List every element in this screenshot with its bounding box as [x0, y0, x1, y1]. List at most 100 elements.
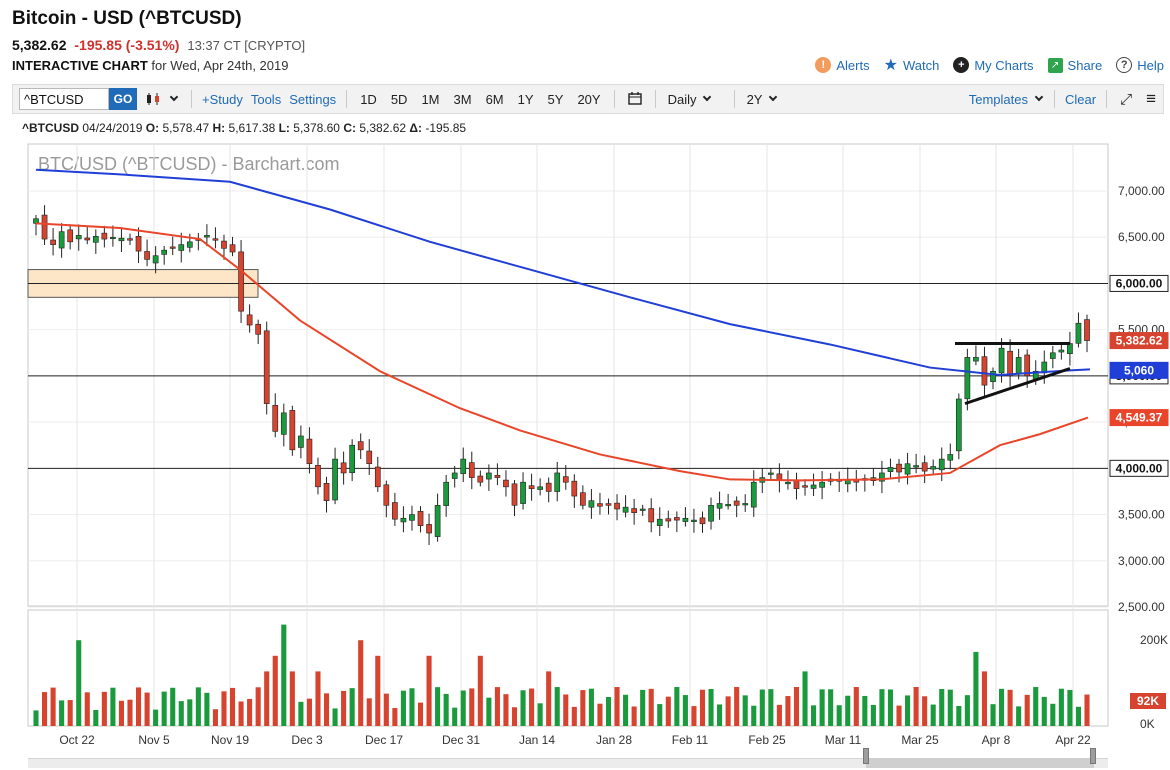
range-3m[interactable]: 3M	[453, 91, 472, 107]
price-pane	[27, 143, 1109, 607]
candle-body	[383, 484, 390, 506]
candle-body	[340, 462, 347, 474]
chart-scrollbar-track[interactable]	[28, 758, 1108, 768]
volume-bar	[853, 687, 859, 726]
candle-body	[896, 463, 902, 473]
volume-bar	[657, 704, 663, 726]
ma-long-badge-bg	[1109, 361, 1169, 379]
candle-body	[716, 503, 723, 509]
price-chart[interactable]: BTC/USD (^BTCUSD) - Barchart.com 7,000.00…	[0, 138, 1170, 758]
volume-bar	[999, 688, 1005, 726]
clear-button[interactable]: Clear	[1064, 91, 1097, 107]
range-1d[interactable]: 1D	[360, 91, 377, 107]
volume-bar	[469, 688, 475, 726]
my-charts-link[interactable]: + My Charts	[953, 57, 1034, 73]
volume-bar	[811, 705, 817, 726]
candle-body	[1075, 322, 1082, 344]
period-dropdown[interactable]: 2Y	[741, 92, 783, 107]
scroll-handle-right[interactable]	[1090, 748, 1096, 764]
range-1m[interactable]: 1M	[421, 91, 440, 107]
calendar-icon[interactable]	[621, 91, 649, 108]
candle-body	[580, 492, 586, 506]
quote-line: 5,382.62 -195.85 (-3.51%) 13:37 CT [CRYP…	[12, 37, 305, 53]
candle-body	[955, 398, 962, 452]
candle-body	[298, 435, 304, 448]
volume-bar	[289, 671, 295, 726]
chart-watermark: BTC/USD (^BTCUSD) - Barchart.com	[38, 154, 339, 174]
share-link[interactable]: ↗ Share	[1047, 57, 1102, 73]
menu-icon[interactable]: ≡	[1146, 89, 1156, 108]
help-label: Help	[1137, 57, 1164, 73]
watch-link[interactable]: ★ Watch	[884, 55, 940, 75]
alerts-link[interactable]: ! Alerts	[815, 57, 870, 73]
candle-body	[349, 444, 355, 474]
candle-body	[460, 458, 467, 474]
volume-bar	[195, 687, 201, 726]
range-6m[interactable]: 6M	[485, 91, 504, 107]
volume-bar	[930, 704, 936, 726]
range-5d[interactable]: 5D	[390, 91, 408, 107]
candle-body	[229, 244, 236, 253]
settings-button[interactable]: Settings	[289, 91, 337, 107]
candle-body	[998, 347, 1005, 374]
expand-icon[interactable]: ⤢	[1120, 90, 1133, 108]
x-tick-label: Nov 5	[138, 733, 170, 747]
range-1y[interactable]: 1Y	[517, 91, 534, 107]
share-icon: ↗	[1047, 57, 1063, 73]
volume-bar	[631, 706, 637, 726]
symbol-input[interactable]	[19, 88, 109, 110]
candle-body	[631, 508, 637, 514]
chart-scrollbar-thumb[interactable]	[866, 758, 1094, 768]
ma-long-badge: 5,060	[1124, 363, 1154, 377]
chart-type-dropdown[interactable]	[137, 92, 185, 106]
volume-bar	[281, 624, 287, 726]
volume-bar	[50, 687, 56, 726]
volume-bar	[400, 690, 406, 726]
volume-bar	[1058, 688, 1064, 726]
templates-dropdown[interactable]: Templates	[963, 92, 1048, 107]
study-button[interactable]: +Study	[202, 91, 243, 107]
candle-body	[725, 504, 731, 507]
divider	[346, 90, 348, 108]
tools-button[interactable]: Tools	[250, 91, 282, 107]
go-button[interactable]: GO	[109, 88, 137, 110]
scroll-handle-left[interactable]	[863, 748, 869, 764]
candle-body	[400, 517, 407, 523]
candle-body	[639, 508, 646, 511]
candle-body	[605, 503, 612, 506]
range-5y[interactable]: 5Y	[547, 91, 564, 107]
candle-body	[1067, 343, 1073, 354]
volume-bar	[588, 688, 594, 726]
interval-label: Daily	[667, 91, 697, 107]
volume-bar	[759, 689, 765, 726]
volume-bar	[511, 707, 518, 726]
candle-body	[733, 500, 740, 506]
candle-body	[768, 472, 774, 475]
volume-bar	[793, 687, 800, 726]
candle-body	[84, 237, 91, 241]
candle-body	[238, 251, 244, 312]
volume-bar	[417, 702, 424, 726]
moving-average-short	[35, 222, 1089, 482]
alert-icon: !	[815, 57, 832, 73]
candlestick-icon	[147, 93, 159, 105]
plus-icon: +	[953, 57, 970, 73]
candle-body	[511, 483, 518, 506]
volume-bar	[614, 687, 620, 726]
volume-bar	[460, 690, 466, 726]
candle-body	[554, 472, 561, 492]
help-link[interactable]: ? Help	[1116, 57, 1164, 73]
candle-body	[622, 506, 629, 513]
volume-bar	[597, 703, 603, 726]
candle-body	[1024, 354, 1031, 377]
range-20y[interactable]: 20Y	[577, 91, 601, 107]
interactive-date: for Wed, Apr 24th, 2019	[151, 58, 289, 73]
candle-body	[315, 465, 321, 488]
candle-body	[520, 481, 526, 504]
x-tick-label: Nov 19	[211, 733, 249, 747]
interval-dropdown[interactable]: Daily	[662, 92, 728, 107]
volume-tick-label: 0K	[1140, 717, 1155, 731]
candle-body	[58, 231, 65, 249]
volume-bar	[1024, 694, 1030, 726]
volume-bar	[520, 690, 526, 726]
